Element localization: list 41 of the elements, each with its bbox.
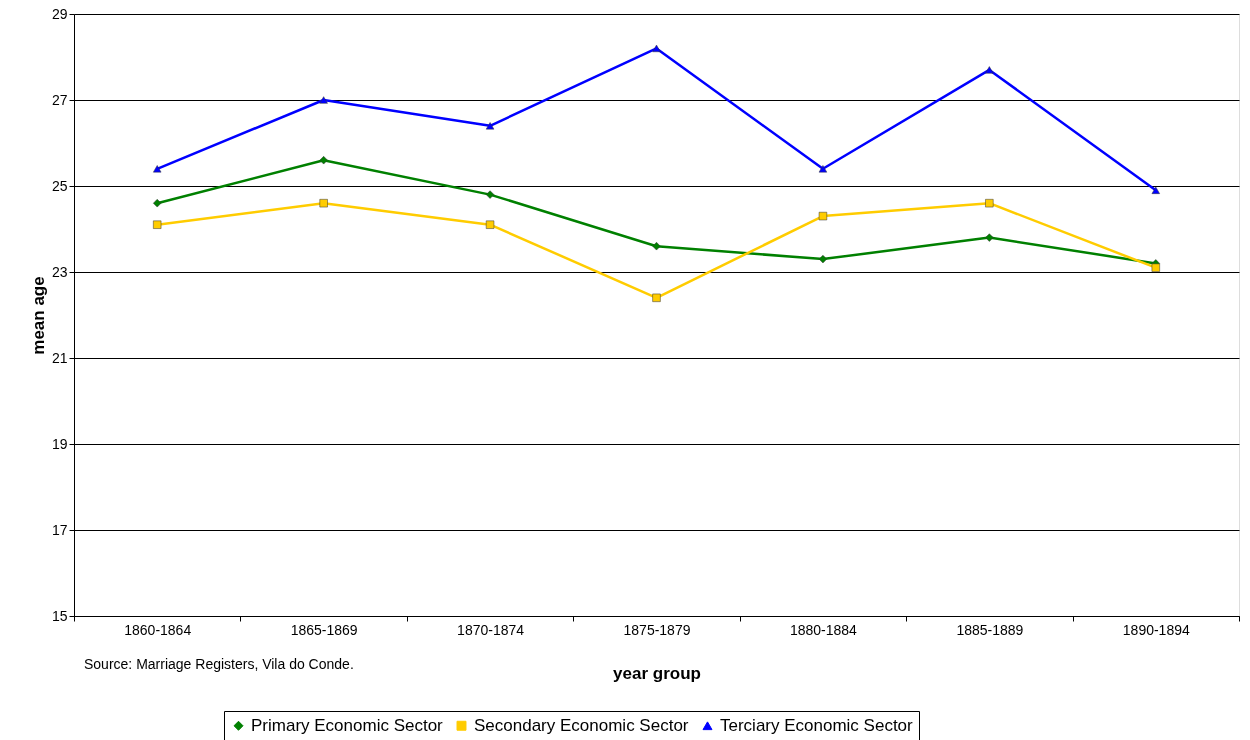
point bbox=[818, 211, 828, 221]
point bbox=[818, 165, 828, 173]
point bbox=[985, 233, 994, 242]
point bbox=[652, 242, 661, 251]
y-tick-label: 17 bbox=[51, 521, 68, 538]
legend-label: Terciary Economic Sector bbox=[720, 715, 914, 735]
y-tick-label: 21 bbox=[51, 349, 68, 366]
point bbox=[153, 165, 162, 173]
point bbox=[153, 199, 162, 208]
point bbox=[652, 44, 661, 52]
x-tick-label: 1870-1874 bbox=[457, 621, 525, 638]
point bbox=[985, 66, 994, 74]
legend-label: Primary Economic Sector bbox=[251, 715, 444, 735]
point bbox=[1151, 186, 1160, 194]
y-tick-label: 29 bbox=[51, 5, 68, 22]
x-tick-label: 1885-1889 bbox=[956, 621, 1024, 638]
y-tick-label: 23 bbox=[51, 263, 68, 280]
point bbox=[652, 293, 661, 302]
point bbox=[485, 190, 495, 199]
source-note: Source: Marriage Registers, Vila do Conde. bbox=[84, 656, 354, 672]
point bbox=[485, 122, 495, 130]
y-tick-label: 25 bbox=[51, 177, 68, 194]
x-tick-label: 1860-1864 bbox=[124, 621, 192, 638]
y-tick-label: 27 bbox=[51, 91, 68, 108]
point bbox=[153, 220, 162, 229]
point bbox=[985, 199, 994, 208]
y-tick-label: 19 bbox=[51, 435, 68, 452]
y-tick-label: 15 bbox=[51, 607, 68, 624]
x-tick-label: 1865-1869 bbox=[290, 621, 358, 638]
x-axis-title: year group bbox=[613, 663, 701, 683]
point bbox=[319, 156, 328, 165]
point bbox=[319, 96, 328, 104]
x-tick-label: 1880-1884 bbox=[789, 621, 858, 638]
point bbox=[818, 254, 828, 264]
y-axis-title: mean age bbox=[28, 276, 48, 355]
point bbox=[319, 199, 328, 208]
legend-label: Secondary Economic Sector bbox=[474, 715, 689, 735]
point bbox=[485, 220, 495, 229]
x-tick-label: 1890-1894 bbox=[1122, 621, 1190, 638]
x-tick-label: 1875-1879 bbox=[623, 621, 691, 638]
point bbox=[1151, 263, 1160, 272]
